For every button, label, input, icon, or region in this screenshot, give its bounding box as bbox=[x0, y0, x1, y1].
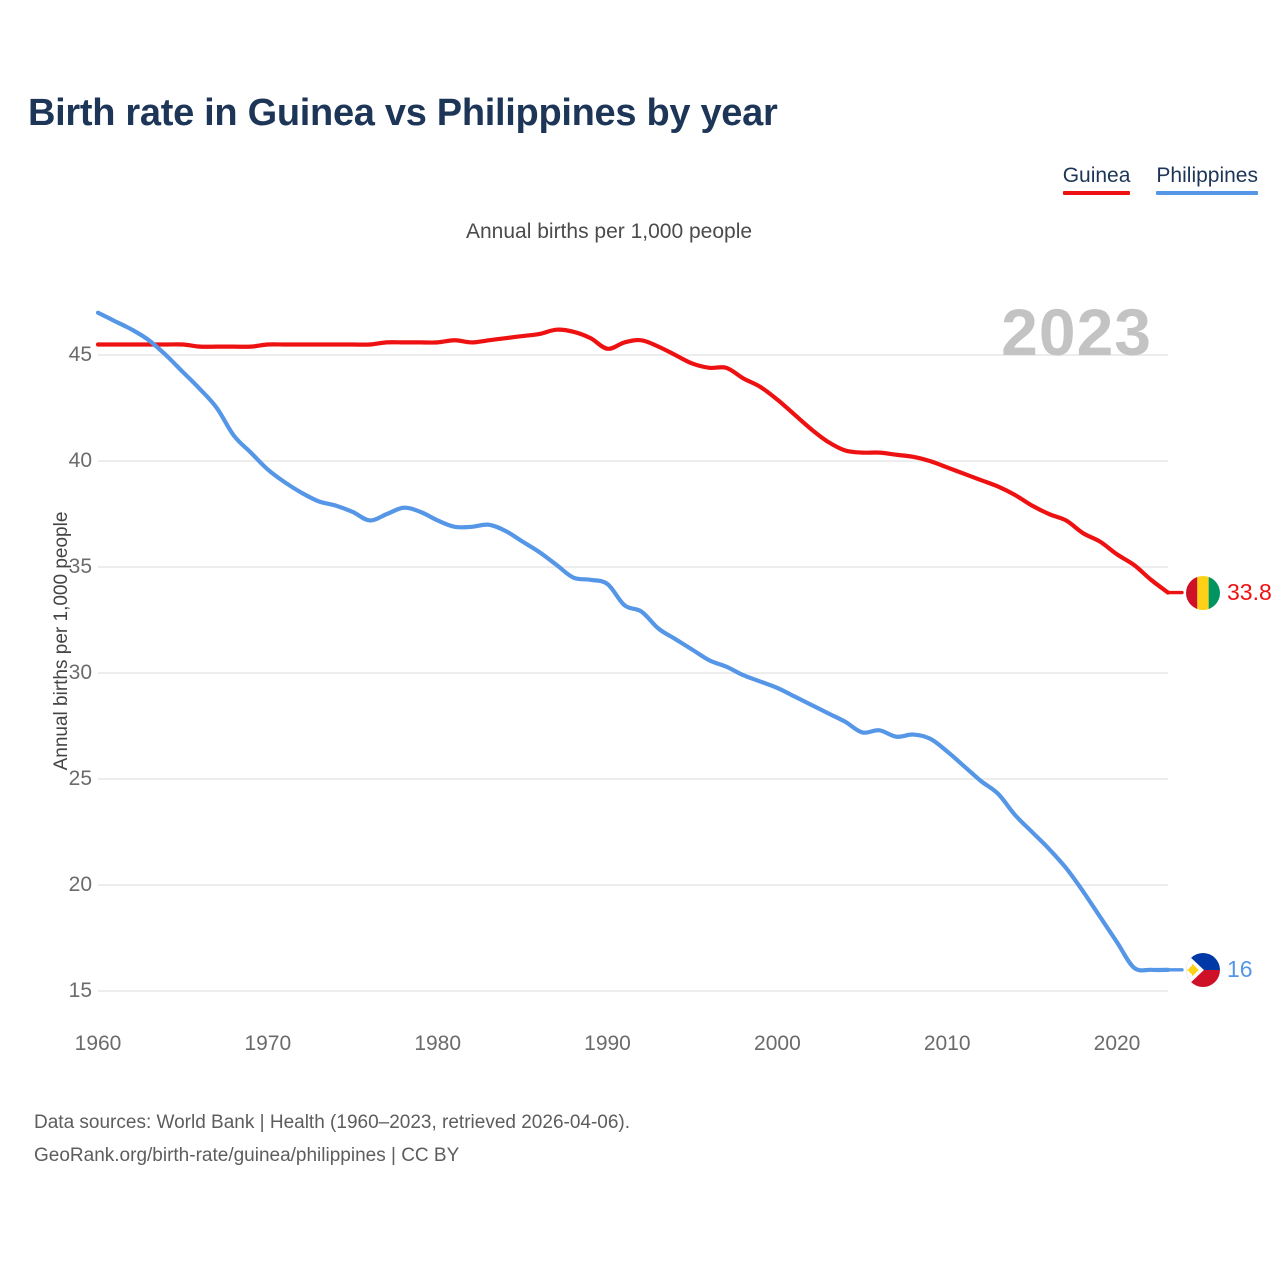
page-title: Birth rate in Guinea vs Philippines by y… bbox=[28, 92, 778, 134]
y-tick-label: 40 bbox=[68, 449, 92, 473]
footer-credits: Data sources: World Bank | Health (1960–… bbox=[34, 1106, 630, 1173]
series-line-philippines[interactable] bbox=[95, 310, 1171, 973]
philippines-endpoint[interactable]: 16 bbox=[1186, 952, 1253, 987]
legend-label-guinea: Guinea bbox=[1062, 164, 1131, 187]
plot-area: 2023 Annual births per 1,000 people 15 20… bbox=[51, 295, 1272, 1055]
y-tick-label: 35 bbox=[68, 555, 92, 579]
x-tick-label: 1990 bbox=[584, 1032, 631, 1055]
y-tick-label: 30 bbox=[68, 661, 92, 685]
y-tick-label: 20 bbox=[68, 873, 92, 897]
x-tick-label: 2000 bbox=[754, 1032, 801, 1055]
x-tick-label: 2010 bbox=[923, 1032, 971, 1055]
legend-swatch-philippines bbox=[1156, 191, 1258, 196]
y-axis-title: Annual births per 1,000 people bbox=[51, 511, 72, 771]
guinea-endpoint[interactable]: 33.8 bbox=[1186, 575, 1272, 610]
x-tick-label: 1980 bbox=[414, 1032, 462, 1055]
line-chart-svg bbox=[95, 310, 1184, 992]
footer-line-sources: Data sources: World Bank | Health (1960–… bbox=[34, 1112, 631, 1133]
legend-item-philippines[interactable]: Philippines bbox=[1156, 164, 1258, 196]
legend-label-philippines: Philippines bbox=[1156, 164, 1258, 187]
y-tick-label: 45 bbox=[68, 343, 92, 367]
x-tick-label: 2020 bbox=[1093, 1032, 1141, 1055]
series-line-guinea[interactable] bbox=[95, 327, 1171, 595]
endpoint-value-label: 16 bbox=[1227, 956, 1253, 983]
guinea-flag-icon bbox=[1186, 575, 1220, 610]
x-tick-label: 1960 bbox=[74, 1032, 122, 1055]
y-tick-label: 25 bbox=[68, 767, 92, 791]
endpoint-value-label: 33.8 bbox=[1227, 579, 1272, 605]
legend-swatch-guinea bbox=[1062, 191, 1131, 196]
legend-item-guinea[interactable]: Guinea bbox=[1062, 164, 1131, 196]
x-tick-label: 1970 bbox=[244, 1032, 292, 1055]
footer-line-url: GeoRank.org/birth-rate/guinea/philippine… bbox=[34, 1145, 460, 1167]
philippines-flag-icon bbox=[1186, 952, 1220, 987]
chart-legend: Guinea Philippines bbox=[1062, 164, 1258, 196]
chart-subtitle: Annual births per 1,000 people bbox=[466, 220, 753, 243]
y-tick-label: 15 bbox=[68, 979, 92, 1002]
